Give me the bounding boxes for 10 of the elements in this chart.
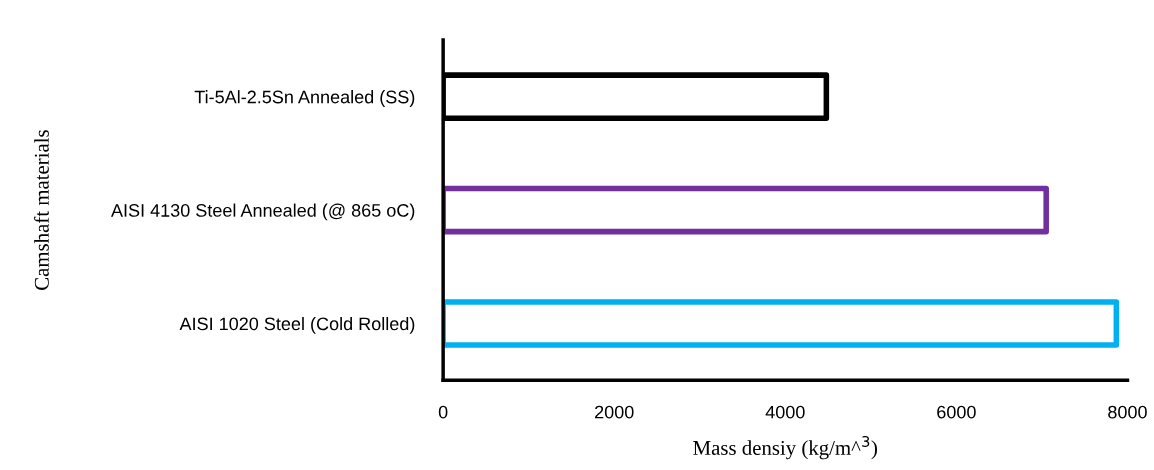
x-tick-label: 4000	[765, 405, 805, 419]
y-axis-title: Camshaft materials	[33, 130, 49, 290]
x-tick-label: 0	[438, 405, 448, 419]
y-tick-label: AISI 1020 Steel (Cold Rolled)	[179, 316, 415, 334]
y-tick-label: AISI 4130 Steel Annealed (@ 865 oC)	[111, 203, 415, 221]
x-tick-label: 2000	[595, 405, 634, 419]
y-tick-label: Ti-5Al-2.5Sn Annealed (SS)	[194, 90, 415, 107]
x-tick-label: 6000	[937, 405, 976, 419]
x-tick-label: 8000	[1108, 405, 1147, 419]
x-axis-title: Mass densiy (kg/m^$^{3}$)	[693, 435, 877, 460]
